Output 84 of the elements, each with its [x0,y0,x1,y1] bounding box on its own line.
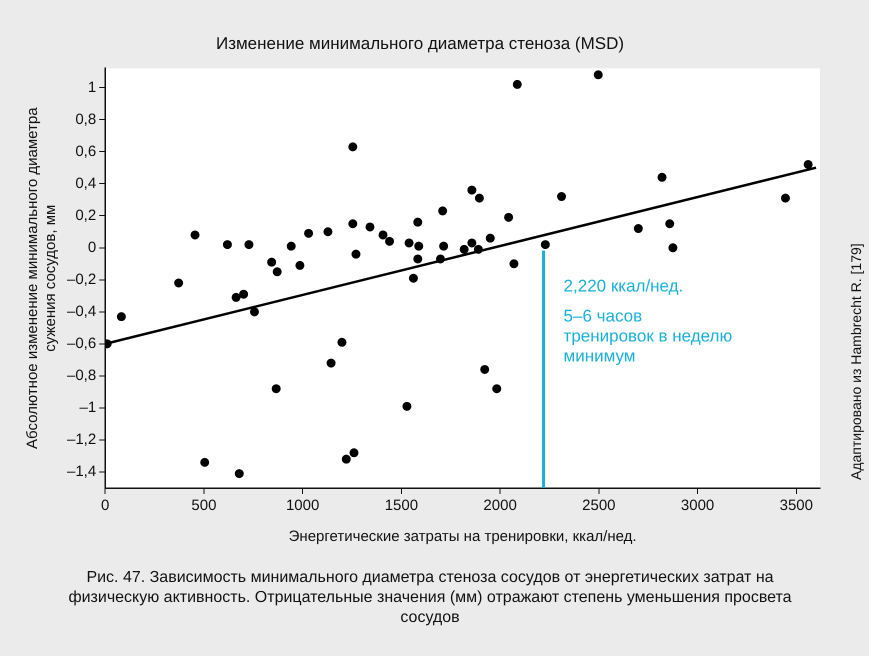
point [404,238,414,248]
point [474,244,483,254]
point [467,238,476,248]
point [402,402,412,411]
x-tick-label: 2000 [483,497,517,514]
point [348,219,358,228]
y-tick-label: –0,8 [66,367,96,384]
y-tick-label: 0 [88,238,96,256]
x-tick-label: 1000 [286,497,320,514]
y-tick-label: 0,4 [75,174,96,192]
x-tick-label: 1500 [384,497,418,514]
point [438,206,448,216]
point [348,142,358,152]
point [222,240,232,250]
point [349,448,358,458]
y-axis-title: Абсолютное изменение минимального диаметра сужения сосудов, мм [24,106,60,449]
point [492,384,502,394]
point [486,234,495,243]
point [234,469,244,478]
chart-title: Изменение минимального диаметра стеноза (MSD) [216,34,624,53]
point [116,312,126,322]
x-tick-label: 3000 [680,497,714,514]
point [474,194,484,203]
y-tick-label: 1 [88,78,96,96]
point [304,228,314,238]
ref-line-label: 2,220 ккал/нед. [564,276,684,296]
point [272,267,282,276]
point [337,338,346,347]
point [658,172,667,182]
point [804,160,813,169]
point [557,192,566,202]
y-tick-label: –1 [80,399,96,416]
point [480,364,490,374]
point [413,218,422,227]
annotation: 5–6 часов тренировок в неделю минимум [564,306,732,366]
x-tick-label: 2500 [582,497,616,514]
y-tick-label: –1,2 [66,431,96,448]
y-tick-label: –0,6 [66,335,96,352]
y-tick-label: –0,2 [66,270,96,288]
point [467,186,476,195]
y-tick-label: 0,6 [75,142,96,160]
x-tick-label: 0 [101,497,110,514]
point [200,458,210,467]
point [665,219,674,228]
y-tick-label: –1,4 [66,463,96,480]
point [250,307,259,316]
point [540,240,550,250]
point [232,292,241,302]
point [174,278,184,288]
point [295,260,304,270]
point [408,274,418,283]
point [509,259,518,268]
x-tick-label: 500 [191,497,216,514]
x-axis-title: Энергетические затраты на тренировки, ккал/нед. [288,528,637,546]
point [780,194,790,203]
point [239,290,248,299]
point [323,227,332,236]
text: Адаптировано из Hambrecht R. [179] [848,242,864,480]
point [365,222,374,232]
y-tick-label: 0,8 [75,110,96,128]
point [668,243,678,252]
point [244,240,254,250]
point [439,242,448,251]
point [267,258,276,267]
point [351,250,360,259]
x-tick-label: 3500 [780,497,813,514]
text: Рис. 47. Зависимость минимального диаметра стеноза сосудов от энергетических затрат на физическую активность. Отрицательные значения (мм) отражают степень уменьшения просвета сосудов [67,568,793,628]
point [414,242,424,251]
y-tick-label: 0,2 [75,206,96,224]
point [342,454,351,464]
point [190,230,200,240]
point [504,212,514,222]
point [594,70,603,80]
point [436,254,445,264]
point [286,242,296,251]
point [272,384,281,394]
point [326,358,336,368]
point [413,254,422,264]
point [378,230,388,240]
y-tick-label: –0,4 [66,302,96,320]
point [460,244,469,254]
point [385,236,394,246]
point [512,80,522,89]
point [634,224,643,234]
